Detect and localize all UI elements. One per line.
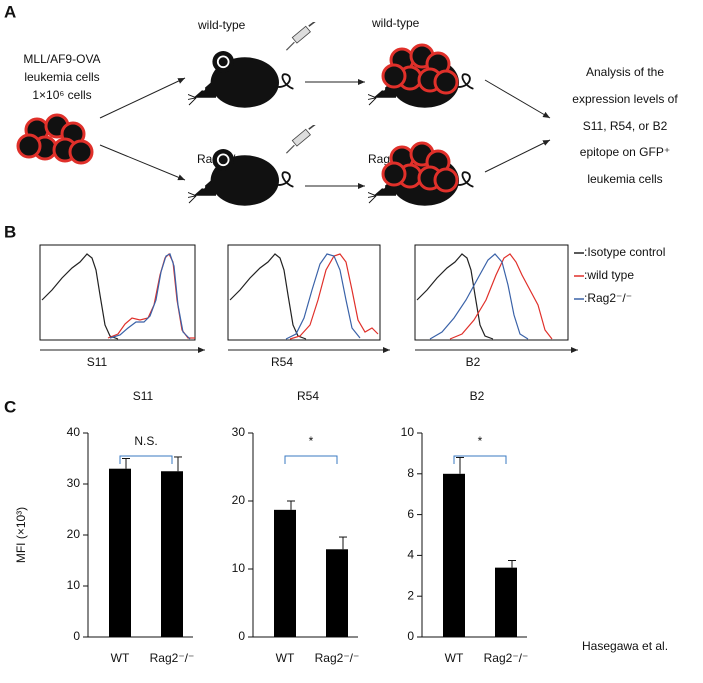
syringe bbox=[285, 22, 317, 52]
mouse-label: wild-type bbox=[371, 16, 420, 30]
y-tick-label: 10 bbox=[401, 425, 415, 439]
y-tick-label: 30 bbox=[67, 476, 81, 490]
panel-label: A bbox=[4, 2, 16, 21]
credit: Hasegawa et al. bbox=[582, 639, 668, 653]
y-tick-label: 4 bbox=[407, 548, 414, 562]
y-tick-label: 2 bbox=[407, 588, 414, 602]
arrow bbox=[99, 144, 186, 181]
y-tick-label: 20 bbox=[232, 493, 246, 507]
significance-label: N.S. bbox=[134, 434, 157, 448]
y-tick-label: 10 bbox=[232, 561, 246, 575]
analysis-text: epitope on GFP⁺ bbox=[580, 145, 670, 159]
arrow bbox=[484, 79, 551, 119]
significance-label: * bbox=[309, 434, 314, 448]
y-tick-label: 0 bbox=[238, 629, 245, 643]
x-tick-label: WT bbox=[111, 651, 130, 665]
legend-label: :Isotype control bbox=[584, 245, 665, 259]
histogram bbox=[414, 244, 578, 353]
y-tick-label: 0 bbox=[73, 629, 80, 643]
significance-label: * bbox=[478, 434, 483, 448]
source-text: 1×10⁶ cells bbox=[32, 88, 91, 102]
arrow bbox=[484, 139, 551, 173]
panel-label: C bbox=[4, 397, 16, 416]
bar bbox=[326, 549, 348, 637]
mouse bbox=[188, 50, 295, 109]
bar bbox=[109, 468, 131, 637]
x-tick-label: Rag2⁻/⁻ bbox=[484, 651, 529, 665]
y-tick-label: 0 bbox=[407, 629, 414, 643]
y-tick-label: 10 bbox=[67, 578, 81, 592]
cell-cluster bbox=[18, 115, 92, 163]
legend: :Isotype control :wild type :Rag2⁻/⁻ bbox=[574, 245, 665, 305]
significance-bracket bbox=[284, 455, 338, 464]
x-tick-label: Rag2⁻/⁻ bbox=[315, 651, 360, 665]
syringe bbox=[285, 125, 317, 155]
marker-label: B2 bbox=[466, 355, 481, 369]
chart-title: S11 bbox=[133, 389, 154, 403]
x-tick-label: Rag2⁻/⁻ bbox=[150, 651, 195, 665]
marker-label: R54 bbox=[271, 355, 293, 369]
analysis-text: Analysis of the bbox=[586, 65, 664, 79]
source-text: MLL/AF9-OVA bbox=[23, 52, 100, 66]
x-tick-label: WT bbox=[445, 651, 464, 665]
source-text: leukemia cells bbox=[24, 70, 99, 84]
chart-title: R54 bbox=[297, 389, 319, 403]
y-tick-label: 40 bbox=[67, 425, 81, 439]
x-tick-label: WT bbox=[276, 651, 295, 665]
analysis-text: S11, R54, or B2 bbox=[583, 119, 668, 133]
significance-bracket bbox=[119, 455, 173, 464]
y-tick-label: 8 bbox=[407, 466, 414, 480]
chart-title: B2 bbox=[470, 389, 485, 403]
mouse-label: wild-type bbox=[197, 18, 246, 32]
marker-label: S11 bbox=[87, 355, 108, 369]
analysis-text: leukemia cells bbox=[587, 172, 662, 186]
y-tick-label: 20 bbox=[67, 527, 81, 541]
analysis-text: expression levels of bbox=[572, 92, 678, 106]
histogram bbox=[227, 244, 390, 353]
arrow bbox=[99, 77, 186, 119]
y-tick-label: 30 bbox=[232, 425, 246, 439]
histogram bbox=[39, 244, 205, 353]
significance-bracket bbox=[453, 455, 507, 464]
bar bbox=[274, 509, 296, 637]
panel-label: B bbox=[4, 222, 16, 241]
bar bbox=[161, 471, 183, 637]
y-tick-label: 6 bbox=[407, 507, 414, 521]
bar bbox=[443, 473, 465, 637]
bar bbox=[495, 567, 517, 637]
legend-label: :wild type bbox=[584, 268, 634, 282]
legend-label: :Rag2⁻/⁻ bbox=[584, 291, 632, 305]
y-axis-label: MFI (×10³) bbox=[14, 507, 28, 563]
